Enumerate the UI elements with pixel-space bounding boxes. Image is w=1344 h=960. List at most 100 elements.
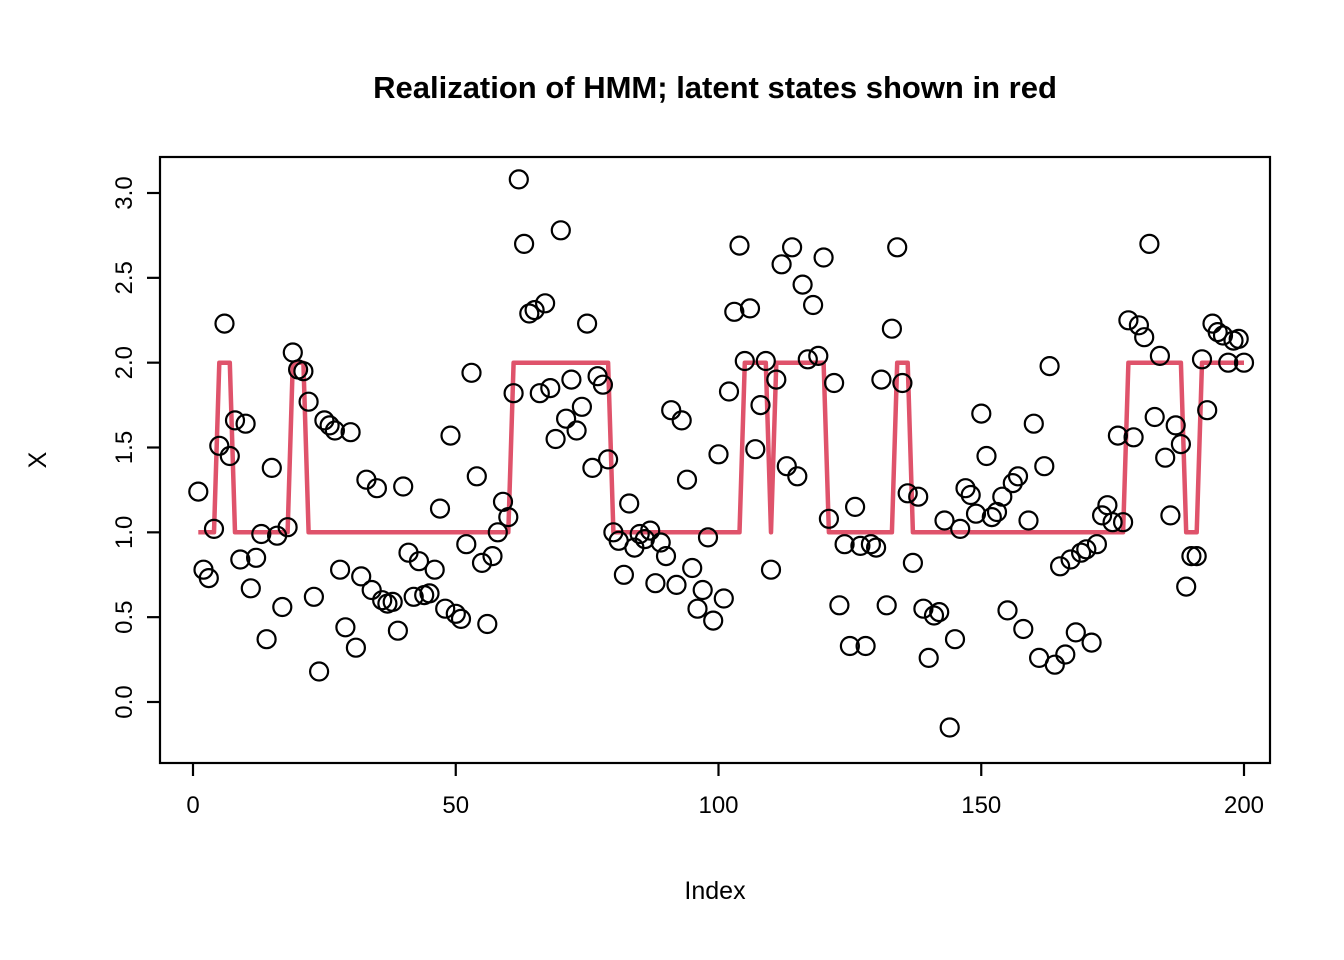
data-point (566, 420, 587, 441)
data-point (198, 567, 219, 589)
data-point (209, 435, 230, 456)
y-tick-label: 1.0 (111, 516, 138, 549)
data-point (908, 486, 929, 507)
data-point (555, 408, 577, 429)
data-point (330, 559, 351, 580)
data-point (676, 469, 698, 490)
data-point (240, 578, 261, 599)
data-point (934, 510, 955, 531)
data-point (1144, 406, 1165, 428)
data-point (424, 559, 445, 580)
data-point (892, 372, 913, 394)
data-point (1165, 415, 1186, 436)
data-point (324, 420, 345, 441)
data-point (1081, 632, 1102, 653)
data-point (419, 583, 440, 604)
data-point (314, 410, 335, 431)
data-point (687, 598, 708, 619)
data-point (1102, 512, 1123, 533)
chart-title: Realization of HMM; latent states shown … (373, 70, 1057, 105)
x-tick-label: 50 (442, 792, 469, 819)
data-point (403, 586, 424, 607)
data-point (776, 456, 797, 477)
data-point (345, 637, 366, 658)
data-point (965, 503, 987, 524)
data-point (282, 342, 303, 363)
data-point (235, 413, 256, 434)
y-axis-ticks: 0.0 0.5 1.0 1.5 2.0 2.5 3.0 (111, 176, 160, 719)
data-point (1044, 654, 1065, 675)
data-point (1039, 356, 1060, 377)
data-point (724, 301, 745, 322)
data-point (855, 635, 876, 657)
data-point (792, 274, 813, 295)
data-point (729, 235, 750, 256)
data-point (440, 425, 461, 446)
data-point (902, 552, 924, 574)
data-point (1160, 505, 1181, 526)
data-point (246, 547, 267, 568)
data-point (1176, 576, 1197, 597)
x-axis-ticks: 0 50 100 150 200 (186, 763, 1264, 819)
data-point (298, 391, 319, 412)
data-point (576, 313, 598, 334)
data-point (224, 410, 246, 431)
data-point (1023, 413, 1044, 434)
data-point (813, 247, 834, 268)
data-point (571, 396, 593, 417)
x-tick-label: 150 (961, 792, 1001, 819)
data-point (823, 372, 845, 394)
data-point (203, 518, 225, 540)
data-point (445, 603, 466, 624)
data-point (750, 395, 771, 416)
data-point (1181, 545, 1202, 567)
data-point (708, 444, 729, 465)
data-point (524, 300, 545, 321)
data-point (256, 629, 277, 650)
data-point (319, 415, 340, 436)
data-point (760, 559, 782, 580)
data-point (960, 484, 981, 506)
y-tick-label: 3.0 (111, 176, 138, 209)
data-point (692, 579, 713, 601)
data-point (918, 647, 939, 669)
data-point (671, 410, 692, 431)
data-point (534, 293, 556, 314)
data-point (839, 635, 861, 657)
data-point (766, 369, 787, 390)
data-point (802, 294, 824, 316)
data-point (272, 596, 293, 618)
data-point (1070, 542, 1092, 563)
data-point (1207, 322, 1228, 343)
data-point (508, 169, 529, 190)
data-point (1191, 349, 1213, 370)
data-point (944, 629, 966, 650)
data-point (860, 534, 882, 555)
data-point (650, 532, 671, 553)
data-point (992, 486, 1013, 507)
data-point (214, 313, 235, 334)
scatter-points-group (188, 169, 1255, 738)
data-point (971, 403, 992, 424)
data-point (829, 595, 850, 616)
y-tick-label: 1.5 (111, 431, 138, 464)
data-point (387, 620, 408, 641)
data-point (529, 383, 550, 404)
data-point (219, 445, 240, 467)
x-axis-label: Index (684, 877, 746, 905)
data-point (808, 345, 829, 366)
data-point (309, 661, 330, 682)
data-point (1091, 505, 1113, 526)
data-point (734, 350, 755, 372)
data-point (1212, 325, 1234, 346)
data-point (771, 254, 792, 275)
data-point (477, 613, 498, 635)
data-point (1034, 456, 1055, 477)
data-point (1086, 534, 1108, 555)
data-point (887, 237, 908, 258)
data-point (950, 518, 971, 540)
data-point (1013, 618, 1034, 640)
data-point (1097, 495, 1118, 516)
data-point (645, 573, 666, 594)
x-tick-label: 0 (186, 792, 199, 819)
